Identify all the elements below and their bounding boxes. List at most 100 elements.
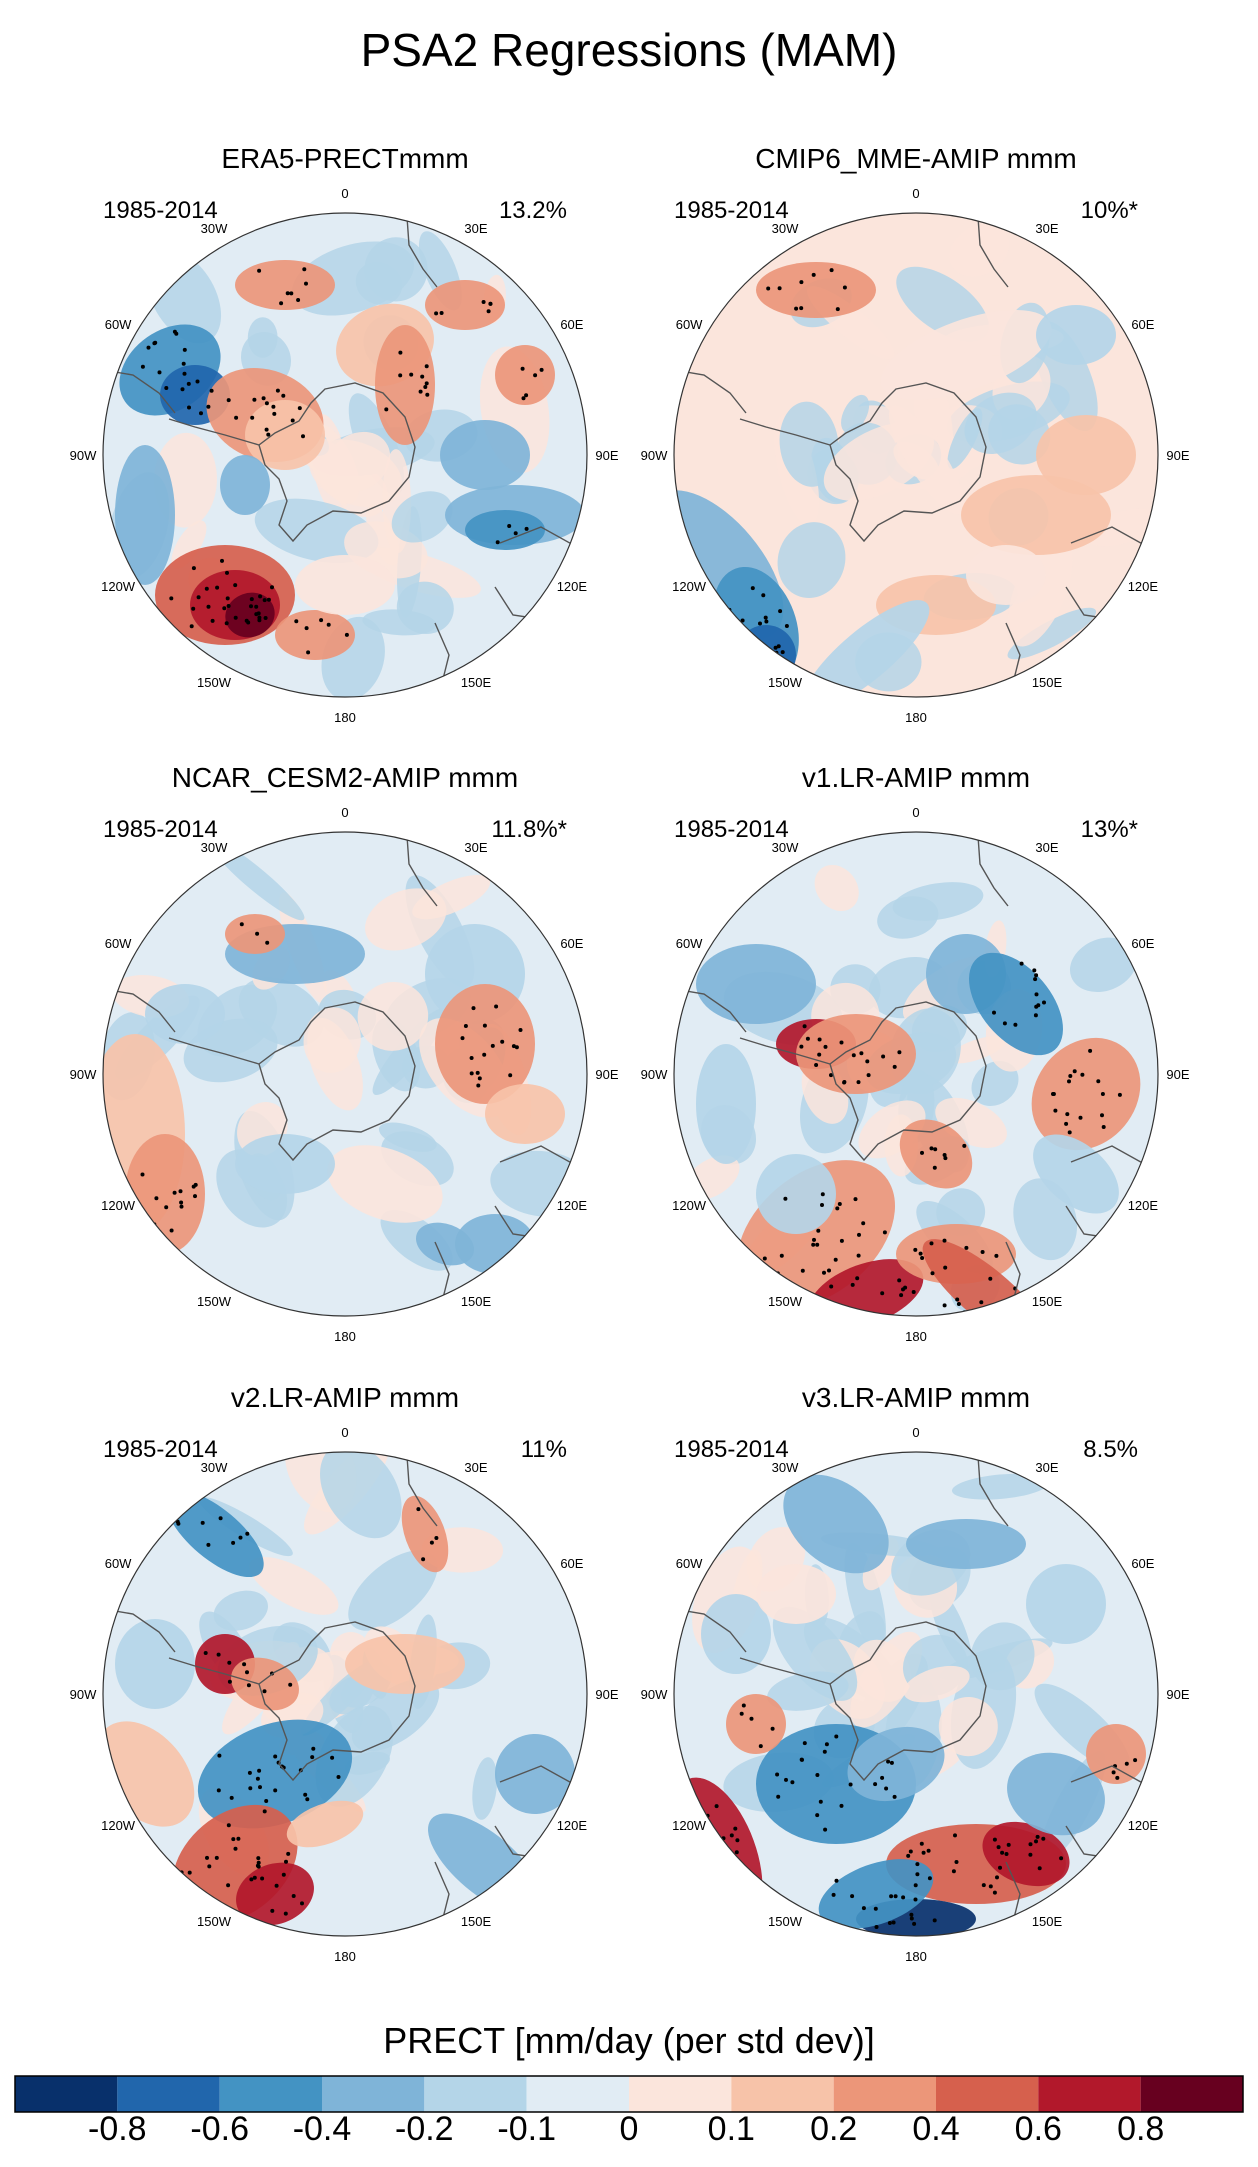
stipple-dot <box>513 531 518 536</box>
longitude-label: 90W <box>70 448 97 463</box>
stipple-dot <box>839 1040 844 1045</box>
panel-title: ERA5-PRECTmmm <box>221 143 468 174</box>
stipple-dot <box>705 1849 710 1854</box>
stipple-dot <box>231 1540 236 1545</box>
peninsula-coastline <box>739 1037 831 1065</box>
field-patch <box>249 1556 339 1615</box>
stipple-dot <box>1064 1121 1069 1126</box>
stipple-dot <box>823 1044 828 1049</box>
longitude-label: 120W <box>101 579 136 594</box>
longitude-label: 120W <box>672 1198 707 1213</box>
colorbar-box <box>526 2076 629 2112</box>
stipple-dot <box>164 386 169 390</box>
longitude-label: 60W <box>676 1556 703 1571</box>
stipple-dot <box>880 1775 885 1780</box>
longitude-label: 30W <box>201 221 228 236</box>
stipple-dot <box>384 407 389 412</box>
colorbar-tick-label: 0 <box>620 2110 639 2148</box>
stipple-dot <box>273 1754 278 1759</box>
stipple-dot <box>279 301 284 306</box>
panel-title: v1.LR-AMIP mmm <box>802 762 1030 793</box>
colorbar-tick-label: -0.8 <box>88 2110 147 2148</box>
map-panel: NCAR_CESM2-AMIP mmm 1985-2014 11.8%* 0 30E 60… <box>70 762 619 1344</box>
field-patch <box>947 408 983 469</box>
field-patch <box>853 1639 912 1702</box>
stipple-dot <box>157 370 162 375</box>
field-anomaly <box>485 1084 565 1144</box>
colorbar-box <box>731 2076 834 2112</box>
stipple-dot <box>206 604 211 609</box>
stipple-dot <box>805 1036 810 1041</box>
stipple-dot <box>265 940 270 945</box>
stipple-dot <box>262 1689 267 1694</box>
stipple-dot <box>932 1918 937 1923</box>
stipple-dot <box>1041 1836 1046 1841</box>
longitude-label: 30W <box>772 840 799 855</box>
stipple-dot <box>901 1895 906 1900</box>
longitude-label: 90W <box>70 1687 97 1702</box>
stipple-dot <box>777 286 782 291</box>
stipple-dot <box>943 1156 948 1161</box>
stipple-dot <box>222 606 227 611</box>
stipple-dot <box>1078 1115 1083 1120</box>
stipple-dot <box>1117 1092 1122 1097</box>
field-anomaly <box>756 1154 836 1234</box>
stipple-dot <box>861 1221 866 1226</box>
stipple-dot <box>760 651 765 656</box>
stipple-dot <box>264 401 269 406</box>
stipple-dot <box>824 1742 829 1747</box>
stipple-dot <box>919 1841 924 1846</box>
longitude-label: 30W <box>201 1460 228 1475</box>
longitude-label: 60W <box>105 317 132 332</box>
stipple-dot <box>257 618 262 623</box>
field-anomaly <box>495 345 555 405</box>
field-patch <box>348 1550 438 1631</box>
stipple-dot <box>205 1855 209 1860</box>
stipple-dot <box>992 1010 996 1015</box>
stipple-dot <box>1053 1108 1058 1113</box>
stipple-dot <box>245 1531 250 1536</box>
stipple-dot <box>915 1872 920 1877</box>
stipple-dot <box>179 1204 184 1209</box>
stipple-dot <box>195 379 200 384</box>
field-patch <box>777 522 846 599</box>
stipple-dot <box>252 397 257 402</box>
stipple-dot <box>790 1780 795 1785</box>
field-patch <box>903 1665 970 1703</box>
stipple-dot <box>330 1755 335 1760</box>
field-anomaly <box>235 1134 335 1194</box>
stipple-dot <box>729 1833 734 1838</box>
stipple-dot <box>289 291 294 296</box>
field-anomaly <box>425 280 505 330</box>
stipple-dot <box>865 1059 870 1064</box>
stipple-dot <box>695 1802 700 1807</box>
stipple-dot <box>829 268 834 273</box>
stipple-dot <box>913 1883 918 1888</box>
africa-coastline <box>406 1455 438 1527</box>
longitude-label: 150W <box>768 675 803 690</box>
stipple-dot <box>933 1147 938 1152</box>
longitude-label: 120E <box>1128 1818 1159 1833</box>
field-patch <box>412 874 491 920</box>
longitude-label: 90W <box>641 1687 668 1702</box>
longitude-label: 0 <box>912 1425 919 1440</box>
stipple-dot <box>834 1878 839 1883</box>
precip-field <box>674 1452 1158 1936</box>
stipple-dot <box>1065 1112 1070 1117</box>
field-patch <box>472 1757 498 1820</box>
stipple-dot <box>296 298 301 302</box>
longitude-label: 30E <box>464 221 487 236</box>
field-patch <box>892 882 984 921</box>
stipple-dot <box>988 1884 993 1889</box>
antarctica-coastline <box>829 1621 987 1782</box>
stipple-dot <box>1133 1758 1138 1763</box>
stipple-dot <box>1067 1130 1072 1135</box>
panel-period: 1985-2014 <box>674 1436 789 1463</box>
stipple-dot <box>424 381 429 386</box>
field-anomaly <box>1031 1037 1141 1151</box>
stipple-dot <box>249 604 253 609</box>
field-patch <box>357 981 429 1051</box>
stipple-dot <box>1002 1021 1007 1026</box>
stipple-dot <box>835 307 840 312</box>
stipple-dot <box>802 1741 807 1746</box>
